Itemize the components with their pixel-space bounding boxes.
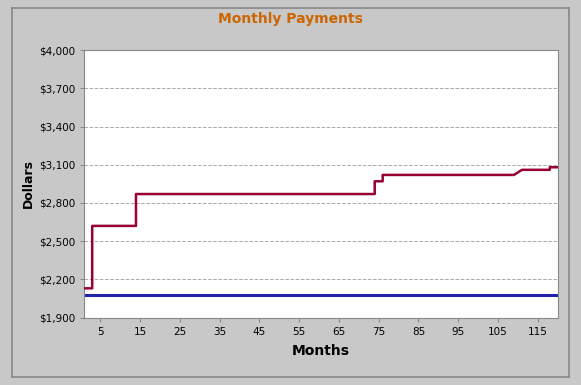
X-axis label: Months: Months [292, 343, 350, 358]
Y-axis label: Dollars: Dollars [22, 159, 35, 208]
Text: Monthly Payments: Monthly Payments [218, 12, 363, 26]
